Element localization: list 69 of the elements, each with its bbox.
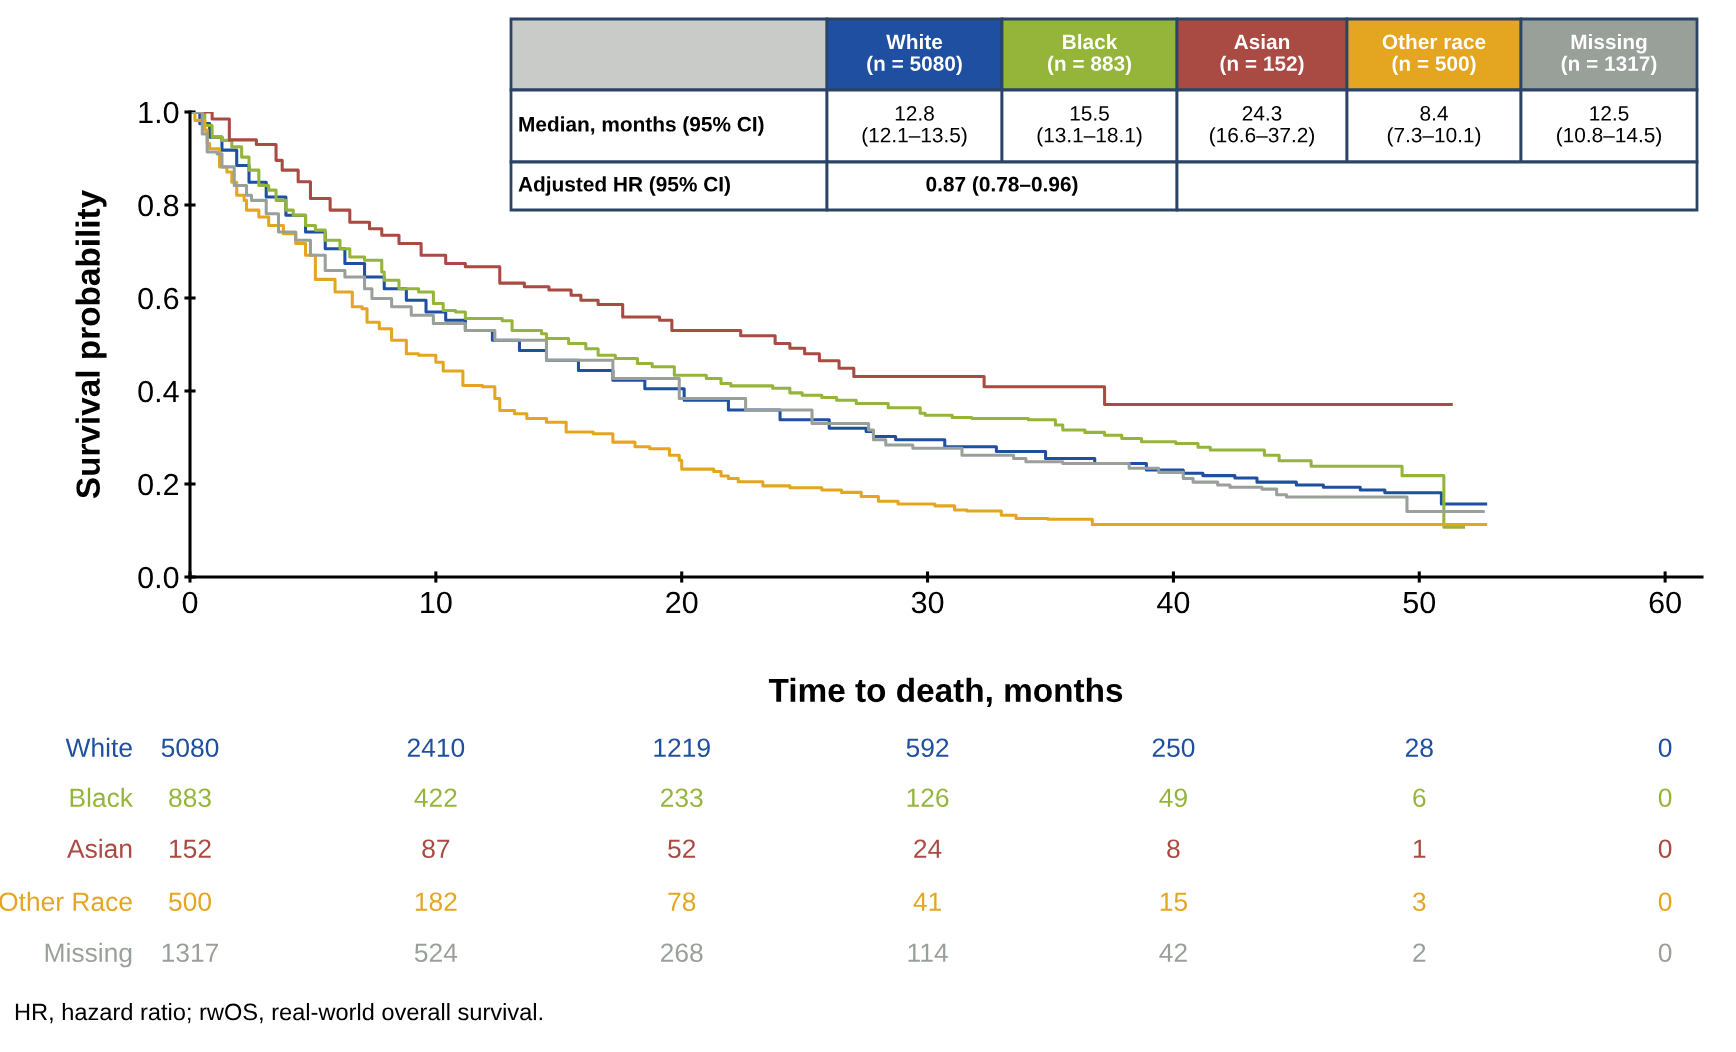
y-tick-label: 1.0 bbox=[139, 101, 179, 124]
annotation: 15.5 (13.1–18.1) bbox=[1037, 106, 1142, 147]
annotation: 24.3 (16.6–37.2) bbox=[1210, 106, 1314, 147]
text: 500 bbox=[169, 892, 211, 912]
text: Asian (n = 152) bbox=[1220, 33, 1304, 76]
annotation: 0.87 (0.78–0.96) bbox=[926, 176, 1078, 196]
y-tick-label: 0.6 bbox=[138, 287, 179, 310]
text: 268 bbox=[661, 943, 703, 963]
text: 0 bbox=[1658, 738, 1672, 758]
y-tick-label: 0.8 bbox=[138, 194, 179, 217]
text: White (n = 5080) bbox=[867, 33, 962, 76]
annotation: Adjusted HR (95% CI) bbox=[518, 176, 730, 196]
y-tick-label: 0.4 bbox=[138, 380, 179, 403]
text: HR, hazard ratio; rwOS, real-world overall survival. bbox=[15, 1002, 542, 1024]
text: 1317 bbox=[162, 943, 219, 963]
y-axis-title: Survival probability bbox=[75, 190, 107, 499]
text: Missing (n = 1317) bbox=[1561, 33, 1657, 76]
x-tick-label: 50 bbox=[1403, 591, 1436, 614]
text: 883 bbox=[169, 788, 211, 808]
x-tick-label: 10 bbox=[421, 591, 452, 614]
text: 126 bbox=[907, 788, 949, 808]
annotation: Median, months (95% CI) bbox=[519, 116, 764, 136]
x-tick-label: 30 bbox=[911, 591, 944, 614]
y-tick-label: 0.2 bbox=[138, 473, 179, 496]
text: 24 bbox=[914, 839, 942, 858]
text: 0 bbox=[1658, 788, 1672, 808]
text: 250 bbox=[1152, 738, 1195, 758]
annotation: 12.5 (10.8–14.5) bbox=[1557, 106, 1661, 147]
text: Missing bbox=[45, 942, 132, 968]
text: 87 bbox=[422, 839, 450, 859]
text: 5080 bbox=[161, 738, 219, 758]
text: 6 bbox=[1413, 788, 1426, 808]
text: 1 bbox=[1413, 839, 1426, 858]
text: 592 bbox=[906, 738, 949, 758]
x-tick-label: 40 bbox=[1157, 591, 1190, 614]
text: Black bbox=[70, 787, 134, 808]
text: 78 bbox=[668, 892, 696, 912]
text: 3 bbox=[1412, 892, 1426, 912]
annotation: 12.8 (12.1–13.5) bbox=[862, 106, 967, 147]
text: 42 bbox=[1159, 943, 1187, 962]
x-tick-label: 60 bbox=[1649, 591, 1681, 614]
text: White bbox=[65, 737, 132, 758]
text: 152 bbox=[170, 839, 211, 859]
x-axis-title: Time to death, months bbox=[768, 677, 1123, 708]
text: 524 bbox=[414, 943, 458, 963]
text: 41 bbox=[913, 892, 941, 911]
text: 28 bbox=[1405, 738, 1433, 758]
y-tick-label: 0.0 bbox=[138, 566, 179, 589]
text: Other Race bbox=[0, 891, 132, 912]
text: 0 bbox=[1658, 892, 1672, 912]
text: 0 bbox=[1658, 839, 1672, 859]
text: 182 bbox=[415, 892, 457, 912]
text: Other race (n = 500) bbox=[1382, 33, 1486, 76]
text: 49 bbox=[1159, 788, 1187, 808]
text: 15 bbox=[1160, 892, 1187, 912]
text: 1219 bbox=[654, 738, 710, 758]
text: 2 bbox=[1413, 943, 1426, 962]
text: 422 bbox=[414, 788, 457, 807]
text: 114 bbox=[908, 943, 948, 962]
text: 0 bbox=[1658, 943, 1672, 963]
annotation: 8.4 (7.3–10.1) bbox=[1387, 106, 1481, 147]
text: Asian bbox=[67, 838, 132, 859]
text: 233 bbox=[661, 788, 703, 808]
x-tick-label: 20 bbox=[666, 591, 698, 614]
text: 2410 bbox=[407, 738, 465, 758]
text: 8 bbox=[1167, 839, 1180, 859]
text: 52 bbox=[668, 839, 696, 859]
x-tick-label: 0 bbox=[182, 591, 198, 614]
text: Black (n = 883) bbox=[1047, 33, 1132, 76]
